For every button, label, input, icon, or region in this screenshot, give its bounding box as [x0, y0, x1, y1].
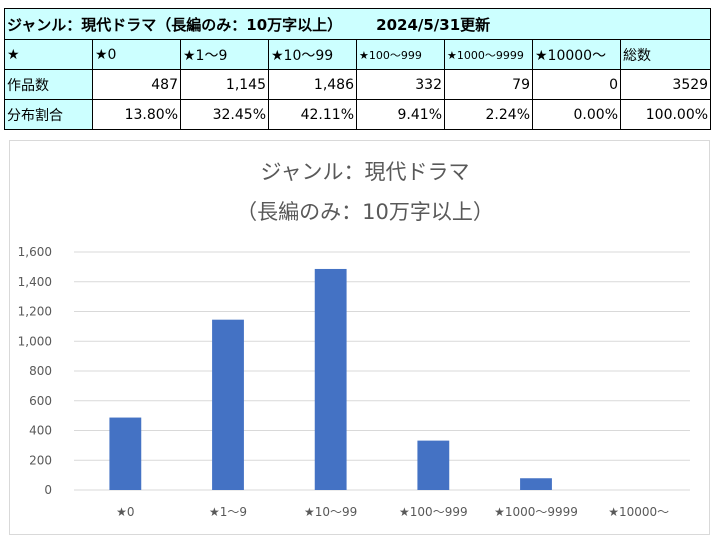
ratio-cell: 13.80%	[92, 99, 181, 130]
table-title: ジャンル：現代ドラマ（長編のみ：10万字以上）	[7, 15, 343, 34]
ratio-cell: 2.24%	[444, 99, 533, 130]
header-cell: ★10〜99	[268, 39, 357, 70]
header-cell: ★1000〜9999	[444, 39, 533, 70]
header-cell: ★10000〜	[532, 39, 621, 70]
count-cell: 1,486	[268, 69, 357, 100]
bar	[109, 417, 142, 490]
bar-chart: ジャンル：現代ドラマ （長編のみ：10万字以上） 0 200 400 600 800 1,…	[18, 160, 690, 519]
table-row-count: 作品数 487 1,145 1,486 332 79 0 3529	[4, 69, 712, 100]
header-label: ★	[4, 39, 93, 70]
chart-area: ジャンル：現代ドラマ （長編のみ：10万字以上） 0 200 400 600 800 1,…	[9, 140, 710, 535]
x-tick-label: ★1〜9	[209, 505, 247, 519]
header-cell: ★1〜9	[180, 39, 269, 70]
count-cell: 3529	[619, 69, 712, 100]
y-tick-label: 0	[44, 483, 52, 497]
count-cell: 1,145	[180, 69, 269, 100]
update-date: 2024/5/31更新	[376, 15, 491, 34]
ratio-cell: 0.00%	[532, 99, 621, 130]
x-tick-label: ★10〜99	[304, 505, 357, 519]
table-title-row: ジャンル：現代ドラマ（長編のみ：10万字以上） 2024/5/31更新	[3, 8, 712, 40]
bar	[314, 268, 347, 490]
header-row: ★ ★0 ★1〜9 ★10〜99 ★100〜999 ★1000〜9999 ★10…	[4, 39, 712, 70]
ratio-cell: 9.41%	[356, 99, 445, 130]
ratio-cell: 32.45%	[180, 99, 269, 130]
y-tick-label: 800	[29, 364, 52, 378]
x-tick-label: ★100〜999	[399, 505, 468, 519]
chart-subtitle: （長編のみ：10万字以上）	[236, 200, 494, 224]
x-tick-label: ★10000〜	[608, 505, 669, 519]
y-tick-label: 400	[29, 424, 52, 438]
stats-table: ジャンル：現代ドラマ（長編のみ：10万字以上） 2024/5/31更新 ★ ★0 …	[3, 8, 712, 130]
row-label: 作品数	[4, 69, 93, 100]
row-label: 分布割合	[4, 99, 93, 130]
y-tick-label: 600	[29, 394, 52, 408]
y-tick-label: 1,000	[18, 334, 52, 348]
bar	[520, 478, 552, 490]
x-tick-label: ★0	[116, 505, 134, 519]
table-row-ratio: 分布割合 13.80% 32.45% 42.11% 9.41% 2.24% 0.…	[4, 99, 712, 130]
header-cell: ★0	[92, 39, 181, 70]
ratio-cell: 100.00%	[619, 99, 712, 130]
count-cell: 0	[532, 69, 621, 100]
x-tick-label: ★1000〜9999	[494, 505, 578, 519]
bar	[212, 319, 244, 490]
count-cell: 79	[444, 69, 533, 100]
table-title-cell: ジャンル：現代ドラマ（長編のみ：10万字以上） 2024/5/31更新	[3, 8, 712, 40]
y-tick-label: 1,400	[18, 275, 52, 289]
header-cell: ★100〜999	[356, 39, 445, 70]
bar	[417, 440, 450, 490]
y-tick-label: 1,600	[18, 245, 52, 259]
y-tick-label: 200	[29, 453, 52, 467]
ratio-cell: 42.11%	[268, 99, 357, 130]
chart-title: ジャンル：現代ドラマ	[261, 160, 470, 184]
count-cell: 332	[356, 69, 445, 100]
header-cell: 総数	[619, 39, 712, 70]
y-tick-label: 1,200	[18, 305, 52, 319]
count-cell: 487	[92, 69, 181, 100]
